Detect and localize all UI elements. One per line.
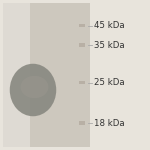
Text: 25 kDa: 25 kDa <box>94 78 125 87</box>
Ellipse shape <box>21 76 48 98</box>
Bar <box>3 3 90 147</box>
Bar <box>79 81 85 84</box>
Bar <box>3 3 30 147</box>
Text: 18 kDa: 18 kDa <box>94 118 125 127</box>
Bar <box>79 24 85 27</box>
Text: 35 kDa: 35 kDa <box>94 40 125 50</box>
Ellipse shape <box>10 64 56 116</box>
Text: 45 kDa: 45 kDa <box>94 21 125 30</box>
Bar <box>79 121 85 125</box>
Bar <box>79 43 85 47</box>
